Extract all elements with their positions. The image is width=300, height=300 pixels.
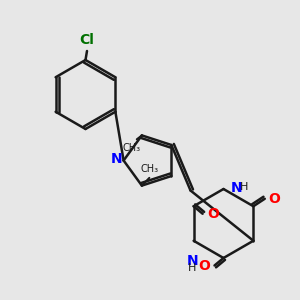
Text: CH₃: CH₃ xyxy=(122,143,140,153)
Text: H: H xyxy=(188,263,196,273)
Text: Cl: Cl xyxy=(80,32,94,46)
Text: O: O xyxy=(207,207,219,221)
Text: O: O xyxy=(198,259,210,272)
Text: H: H xyxy=(240,182,248,193)
Text: N: N xyxy=(110,152,122,166)
Text: O: O xyxy=(268,192,280,206)
Text: N: N xyxy=(186,254,198,268)
Text: CH₃: CH₃ xyxy=(140,164,158,174)
Text: N: N xyxy=(231,181,243,194)
